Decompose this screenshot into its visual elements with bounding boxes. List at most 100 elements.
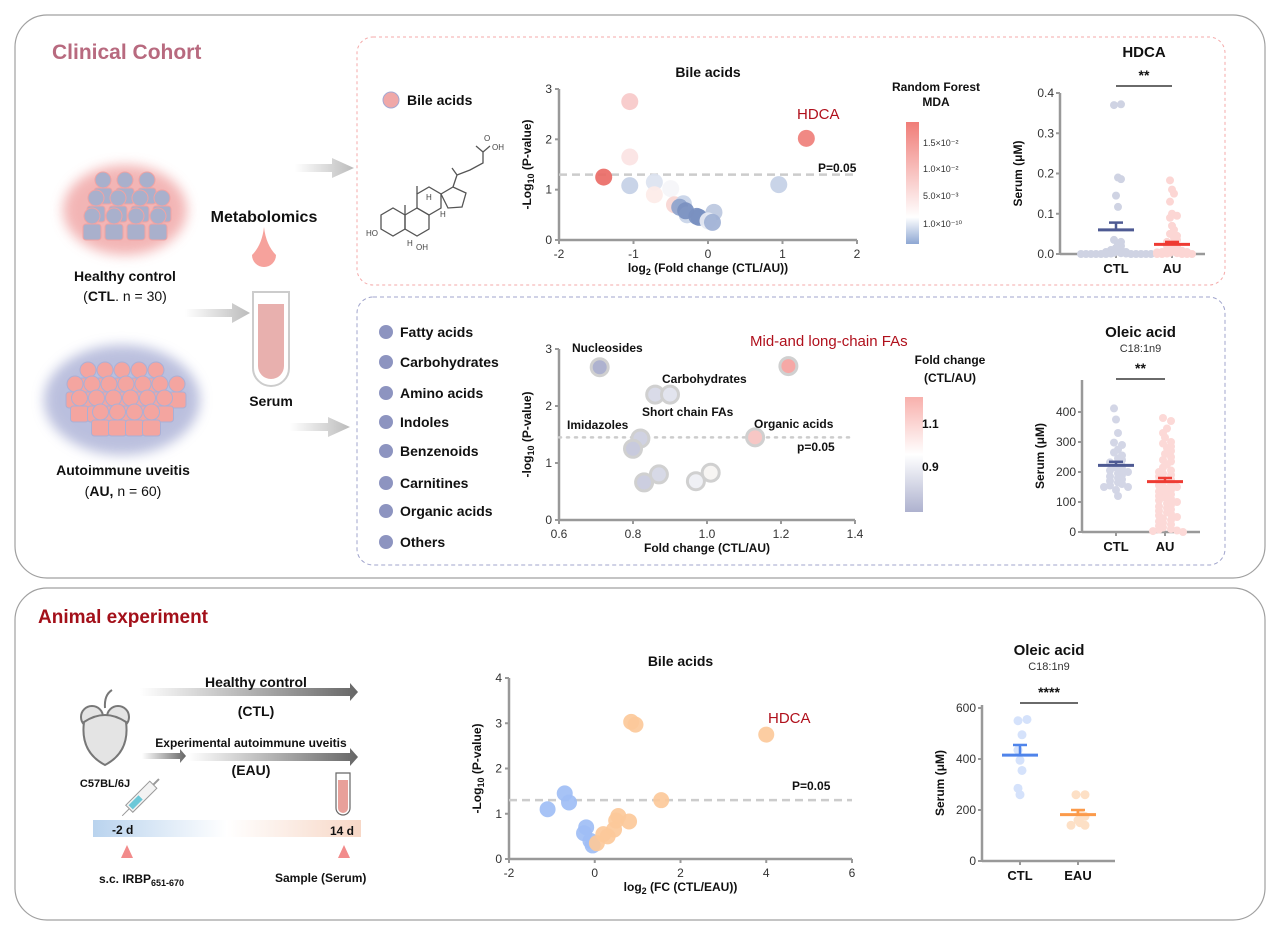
data-point bbox=[648, 464, 669, 485]
data-point bbox=[1170, 189, 1178, 198]
data-point bbox=[539, 801, 556, 818]
chart-title: Bile acids bbox=[648, 653, 714, 669]
serum-tube-icon bbox=[252, 291, 290, 387]
data-point bbox=[1077, 250, 1085, 258]
y-tick-label: 600 bbox=[956, 701, 976, 715]
data-point bbox=[1173, 513, 1181, 521]
fa-legend-marker bbox=[379, 504, 393, 518]
mda-tick: 1.0×10⁻² bbox=[923, 164, 959, 174]
x-tick-label: -1 bbox=[628, 247, 639, 261]
bile-acid-legend-label: Bile acids bbox=[407, 92, 473, 108]
bile-acid-structure-icon: HO OH OH O H H H bbox=[366, 134, 504, 252]
y-axis-label: Serum (μM) bbox=[1033, 423, 1047, 489]
significance-label: **** bbox=[1038, 684, 1060, 700]
volcano-plot-0: -2 -1 0 1 2 0 1 2 3 P=0.05 Bile acids -Log10 (P-val… bbox=[520, 64, 861, 277]
y-axis-label: Serum (μM) bbox=[1011, 140, 1025, 206]
data-point bbox=[1022, 714, 1032, 724]
data-point bbox=[621, 148, 639, 166]
animal-title: Animal experiment bbox=[38, 607, 209, 628]
data-point bbox=[1106, 466, 1114, 475]
mda-tick: 1.5×10⁻² bbox=[923, 138, 959, 148]
data-point bbox=[1124, 483, 1132, 491]
volcano-plot-2: 0.6 0.8 1.0 1.2 1.4 0 1 2 3 p=0.05 -log10 (P-value… bbox=[520, 333, 908, 555]
chart-title: Oleic acid bbox=[1014, 642, 1085, 659]
y-tick-label: 0.1 bbox=[1037, 207, 1054, 221]
y-tick-label: 400 bbox=[1056, 405, 1076, 419]
threshold-label: P=0.05 bbox=[818, 161, 857, 175]
au-sub: (AU, n = 60) bbox=[85, 483, 162, 499]
data-point bbox=[1167, 447, 1175, 455]
fa-legend-label: Fatty acids bbox=[400, 324, 473, 340]
data-point bbox=[1173, 526, 1181, 535]
data-point bbox=[621, 813, 638, 830]
day-end-label: 14 d bbox=[330, 824, 354, 838]
data-point bbox=[662, 180, 680, 198]
x-tick-label: 0.8 bbox=[625, 527, 642, 541]
y-tick-label: 300 bbox=[1056, 435, 1076, 449]
y-axis-label: -Log10 (P-value) bbox=[470, 723, 486, 813]
data-point bbox=[588, 835, 605, 852]
bile-acid-legend-marker bbox=[382, 91, 400, 109]
y-tick-label: 1 bbox=[545, 456, 552, 470]
data-point bbox=[1110, 448, 1118, 457]
significance-label: ** bbox=[1139, 67, 1150, 83]
threshold-label: P=0.05 bbox=[792, 779, 831, 793]
fc-colorbar-title-2: (CTL/AU) bbox=[924, 371, 976, 385]
data-point bbox=[1117, 175, 1125, 184]
data-point bbox=[1167, 510, 1175, 518]
data-point bbox=[778, 356, 799, 377]
data-point bbox=[700, 462, 721, 483]
fa-legend-marker bbox=[379, 355, 393, 369]
fa-legend-label: Carnitines bbox=[400, 475, 469, 491]
category-label: Carbohydrates bbox=[662, 372, 747, 386]
data-point bbox=[1112, 415, 1120, 424]
healthy-sub: (CTL. n = 30) bbox=[83, 288, 167, 304]
data-point bbox=[745, 427, 766, 448]
y-tick-label: 0 bbox=[969, 854, 976, 868]
data-point bbox=[1159, 414, 1167, 422]
healthy-label: Healthy control bbox=[74, 268, 176, 284]
fa-legend-label: Carbohydrates bbox=[400, 354, 499, 370]
category-label: Short chain FAs bbox=[642, 405, 734, 419]
arrow-icon bbox=[185, 158, 354, 437]
bile-acid-box bbox=[356, 36, 1226, 286]
svg-text:OH: OH bbox=[492, 143, 504, 152]
data-point bbox=[1173, 483, 1181, 491]
data-point bbox=[1066, 820, 1076, 830]
data-point bbox=[1173, 211, 1181, 220]
fa-legend-marker bbox=[379, 535, 393, 549]
eau-abbr: (EAU) bbox=[232, 762, 271, 778]
data-point bbox=[1110, 438, 1118, 447]
fc-tick: 1.1 bbox=[922, 417, 939, 431]
data-point bbox=[1100, 483, 1108, 491]
y-tick-label: 1 bbox=[495, 807, 502, 821]
svg-text:HO: HO bbox=[366, 229, 378, 238]
y-tick-label: 0.0 bbox=[1037, 247, 1054, 261]
dot-plot-5: 0 200 400 600 CTL EAU **** Oleic acid C18:1n9 Ser… bbox=[933, 642, 1115, 883]
data-point bbox=[621, 93, 639, 111]
y-tick-label: 3 bbox=[495, 716, 502, 730]
mda-colorbar-title-2: MDA bbox=[922, 95, 950, 109]
data-point bbox=[1149, 527, 1157, 536]
data-point bbox=[561, 794, 578, 811]
x-tick-label: 6 bbox=[849, 866, 856, 880]
y-axis-label: -Log10 (P-value) bbox=[520, 119, 536, 209]
highlight-label: HDCA bbox=[768, 710, 811, 727]
day-start-label: -2 d bbox=[112, 823, 133, 837]
threshold-label: p=0.05 bbox=[797, 440, 835, 454]
au-label: Autoimmune uveitis bbox=[56, 462, 190, 478]
chart-title: HDCA bbox=[1122, 44, 1165, 61]
data-point bbox=[1155, 481, 1163, 490]
data-point bbox=[1179, 528, 1187, 536]
data-point bbox=[1013, 716, 1023, 726]
chart-title: Oleic acid bbox=[1105, 324, 1176, 341]
clinical-panel bbox=[14, 14, 1266, 579]
injection-label: s.c. IRBP651-670 bbox=[99, 872, 184, 888]
x-tick-label: 1.0 bbox=[699, 527, 716, 541]
y-tick-label: 0 bbox=[545, 513, 552, 527]
sample-marker-icon bbox=[338, 845, 350, 858]
data-point bbox=[703, 213, 721, 231]
svg-text:H: H bbox=[426, 193, 432, 202]
ctl-group-label: Healthy control bbox=[205, 674, 307, 690]
